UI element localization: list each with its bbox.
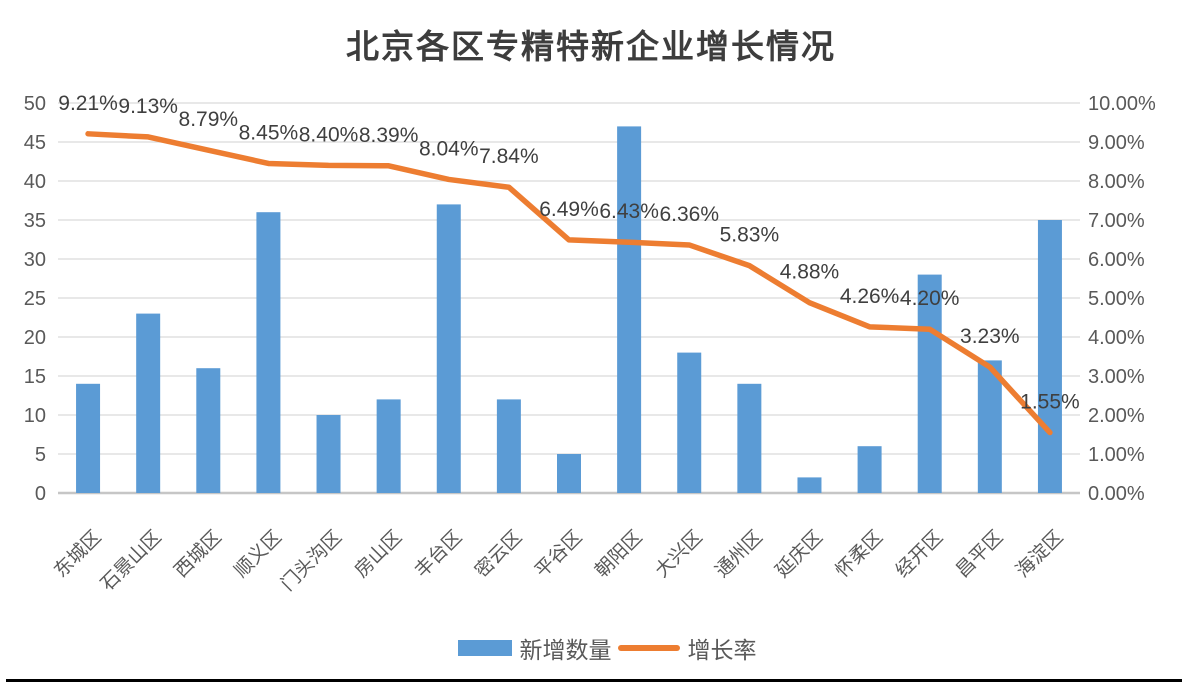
legend-item-line[interactable]: 增长率 [612,631,757,665]
bar-门头沟区[interactable] [316,415,341,493]
bar-延庆区[interactable] [797,477,822,493]
left-axis-tick-label: 5 [35,444,46,466]
data-label: 8.39% [359,124,419,147]
bar-怀柔区[interactable] [857,446,882,493]
data-label: 7.84% [479,145,539,168]
left-axis-tick-label: 40 [24,171,46,193]
right-axis-tick-label: 6.00% [1088,249,1145,271]
x-axis-label-门头沟区: 门头沟区 [277,526,346,595]
line-series-swatch [617,645,680,651]
left-axis-tick-label: 25 [24,288,46,310]
data-label: 9.21% [58,92,118,115]
bar-series-swatch [457,640,512,656]
right-axis-tick-label: 0.00% [1088,483,1145,505]
left-axis-tick-label: 35 [24,210,46,232]
bar-西城区[interactable] [196,368,221,493]
data-label: 5.83% [720,224,780,247]
bar-平谷区[interactable] [557,454,581,493]
data-label: 6.49% [539,198,599,221]
bar-东城区[interactable] [76,383,101,493]
x-axis-label-平谷区: 平谷区 [531,526,587,582]
left-axis-tick-label: 30 [24,249,46,271]
data-label: 6.36% [659,203,719,226]
x-axis-label-西城区: 西城区 [170,526,226,582]
bar-经开区[interactable] [917,274,942,493]
left-axis-tick-label: 50 [24,93,46,115]
x-axis-label-昌平区: 昌平区 [952,527,1007,582]
bottom-border-rule [6,679,1182,682]
right-axis-tick-label: 1.00% [1088,444,1145,466]
x-axis-label-朝阳区: 朝阳区 [591,526,647,582]
bar-海淀区[interactable] [1037,220,1062,493]
x-axis-label-东城区: 东城区 [50,526,106,582]
right-axis-tick-label: 8.00% [1088,171,1145,193]
legend-item-bars[interactable]: 新增数量 [457,631,612,665]
data-label: 8.45% [239,121,299,144]
bar-朝阳区[interactable] [617,126,642,494]
x-axis-label-通州区: 通州区 [711,526,767,582]
bar-昌平区[interactable] [977,360,1002,493]
x-axis-label-海淀区: 海淀区 [1012,526,1068,582]
x-axis-label-丰台区: 丰台区 [410,526,466,582]
x-axis-label-石景山区: 石景山区 [96,526,165,595]
x-axis-label-经开区: 经开区 [891,526,947,582]
x-axis-label-顺义区: 顺义区 [230,526,286,582]
data-label: 9.13% [118,95,178,118]
right-axis-tick-label: 10.00% [1088,93,1156,115]
x-axis-label-房山区: 房山区 [350,526,406,582]
legend-label-bars: 新增数量 [519,637,612,663]
left-axis-tick-label: 20 [24,327,46,349]
data-label: 8.04% [419,137,479,160]
right-axis-tick-label: 7.00% [1088,210,1145,232]
x-axis-label-密云区: 密云区 [471,526,527,582]
legend[interactable]: 新增数量 增长率 [16,631,1182,665]
data-label: 4.20% [900,287,960,310]
growth-rate-line[interactable] [85,131,1053,436]
x-axis-label-大兴区: 大兴区 [651,526,707,582]
legend-label-line: 增长率 [687,637,757,663]
x-axis-label-延庆区: 延庆区 [771,526,827,582]
right-axis-tick-label: 5.00% [1088,288,1145,310]
data-label: 1.55% [1020,391,1080,414]
bar-密云区[interactable] [496,399,521,493]
data-label: 4.26% [840,285,900,308]
right-axis-tick-label: 4.00% [1088,327,1145,349]
right-axis-tick-label: 9.00% [1088,132,1145,154]
left-axis-tick-label: 45 [24,132,46,154]
bar-通州区[interactable] [737,383,762,493]
left-axis-tick-label: 15 [24,366,46,388]
right-axis-tick-label: 2.00% [1088,405,1145,427]
bar-房山区[interactable] [376,399,401,493]
data-label: 4.88% [780,261,840,284]
x-axis-label-怀柔区: 怀柔区 [831,526,887,582]
data-label: 8.40% [299,123,359,146]
bar-丰台区[interactable] [436,204,461,493]
left-axis-tick-label: 0 [35,483,46,505]
bar-顺义区[interactable] [256,212,281,493]
chart-title: 北京各区专精特新企业增长情况 [346,27,836,66]
data-label: 8.79% [179,108,239,131]
data-label: 3.23% [960,325,1020,348]
right-axis-tick-label: 3.00% [1088,366,1145,388]
bar-石景山区[interactable] [136,313,161,493]
bar-大兴区[interactable] [677,352,702,493]
data-label: 6.43% [599,200,659,223]
left-axis-tick-label: 10 [24,405,46,427]
